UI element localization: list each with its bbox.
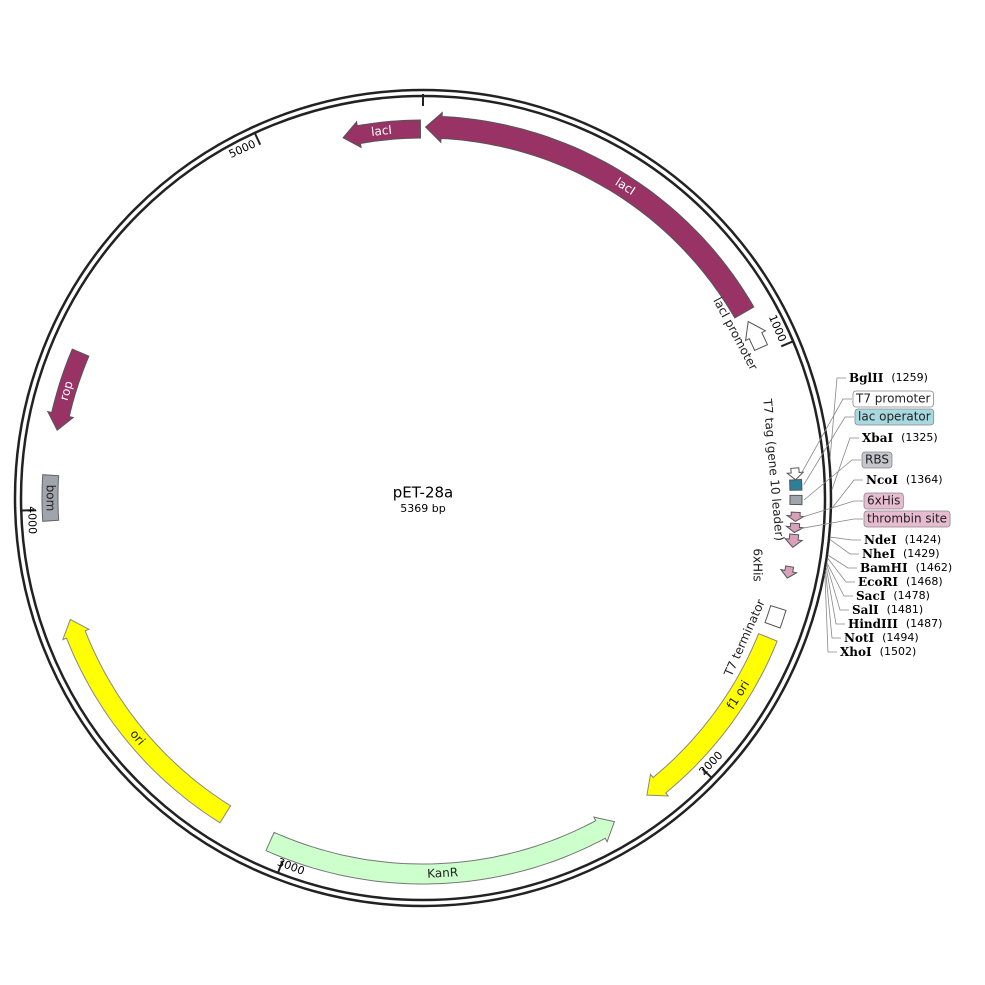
feature-label: rop xyxy=(57,379,76,402)
leader-line xyxy=(831,437,859,490)
feature-label: lacI xyxy=(370,123,392,139)
tick-mark xyxy=(701,768,712,778)
feature-marker xyxy=(789,478,803,491)
site-name: NheI xyxy=(862,547,895,561)
site-position: (1502) xyxy=(880,645,917,658)
site-label: HindIII (1487) xyxy=(848,617,942,631)
feature-arrow xyxy=(779,565,799,579)
site-label: NcoI (1364) xyxy=(866,473,942,487)
leader-line xyxy=(827,557,855,583)
site-name: XbaI xyxy=(862,431,893,445)
site-label: EcoRI (1468) xyxy=(858,575,943,589)
site-name: NotI xyxy=(844,631,875,645)
feature-marker xyxy=(785,511,806,522)
site-label: BglII (1259) xyxy=(849,371,928,385)
feature-arrow xyxy=(46,348,90,431)
leader-line xyxy=(830,536,861,541)
feature-callout: T7 promoter xyxy=(855,392,931,406)
site-position: (1259) xyxy=(891,371,928,384)
site-name: SacI xyxy=(856,589,886,603)
tick-label: 4000 xyxy=(25,506,39,534)
site-position: (1494) xyxy=(882,631,919,644)
site-name: NdeI xyxy=(864,533,897,547)
leader-line xyxy=(825,566,845,625)
leader-line xyxy=(801,500,863,518)
feature-callout: RBS xyxy=(865,453,889,467)
feature-marker xyxy=(785,467,805,481)
site-name: HindIII xyxy=(848,617,898,631)
site-label: XbaI (1325) xyxy=(862,431,938,445)
feature-arrow xyxy=(424,111,755,319)
feature-arrow xyxy=(342,119,422,149)
callout-box xyxy=(861,451,893,469)
feature-marker xyxy=(784,522,806,534)
site-name: BamHI xyxy=(860,561,908,575)
feature-label: bom xyxy=(44,485,58,512)
leader-line xyxy=(825,570,841,639)
feature-arrow xyxy=(744,320,769,352)
site-label: SacI (1478) xyxy=(856,589,930,603)
feature-arrow xyxy=(265,816,616,885)
callout-box xyxy=(852,390,934,408)
leader-line xyxy=(803,459,861,501)
leader-line xyxy=(824,574,837,653)
leader-line xyxy=(800,398,852,474)
leader-line xyxy=(831,479,863,509)
site-name: NcoI xyxy=(866,473,898,487)
leader-line xyxy=(826,564,849,611)
site-label: NheI (1429) xyxy=(862,547,940,561)
leader-line xyxy=(803,416,854,485)
site-position: (1429) xyxy=(903,547,940,560)
callout-box xyxy=(863,510,951,528)
feature-arrow xyxy=(764,604,787,629)
tick-mark xyxy=(780,340,793,348)
feature-marker xyxy=(789,494,803,506)
feature-arrow xyxy=(646,632,778,797)
site-position: (1424) xyxy=(905,533,942,546)
feature-callout: 6xHis xyxy=(867,494,900,508)
site-label: XhoI (1502) xyxy=(840,645,916,659)
leader-line xyxy=(826,562,853,597)
site-name: BglII xyxy=(849,371,884,385)
feature-arrow xyxy=(61,618,232,824)
feature-label: 6xHis xyxy=(751,548,765,581)
feature-arrow xyxy=(783,533,804,548)
site-name: SalI xyxy=(852,603,879,617)
tick-mark xyxy=(254,133,262,146)
leader-line xyxy=(829,377,846,459)
site-position: (1462) xyxy=(916,561,953,574)
site-label: NdeI (1424) xyxy=(864,533,941,547)
tick-mark xyxy=(277,860,284,873)
site-position: (1487) xyxy=(906,617,943,630)
site-label: NotI (1494) xyxy=(844,631,919,645)
site-label: SalI (1481) xyxy=(852,603,923,617)
backbone-outer xyxy=(13,88,833,908)
callout-box xyxy=(863,492,904,510)
feature-callout: thrombin site xyxy=(867,512,947,526)
site-position: (1481) xyxy=(887,603,924,616)
site-position: (1325) xyxy=(901,431,938,444)
feature-label: KanR xyxy=(427,865,459,881)
site-position: (1468) xyxy=(906,575,943,588)
site-label: BamHI (1462) xyxy=(860,561,952,575)
site-name: EcoRI xyxy=(858,575,898,589)
leader-line xyxy=(829,539,859,555)
site-position: (1478) xyxy=(893,589,930,602)
feature-arrow xyxy=(41,474,60,522)
site-position: (1364) xyxy=(906,473,943,486)
site-name: XhoI xyxy=(840,645,872,659)
leader-line xyxy=(827,554,857,569)
feature-callout: lac operator xyxy=(858,410,931,424)
plasmid-length: 5369 bp xyxy=(400,502,445,515)
leader-line xyxy=(801,518,863,529)
plasmid-name: pET-28a xyxy=(393,484,453,502)
callout-box xyxy=(854,408,935,426)
